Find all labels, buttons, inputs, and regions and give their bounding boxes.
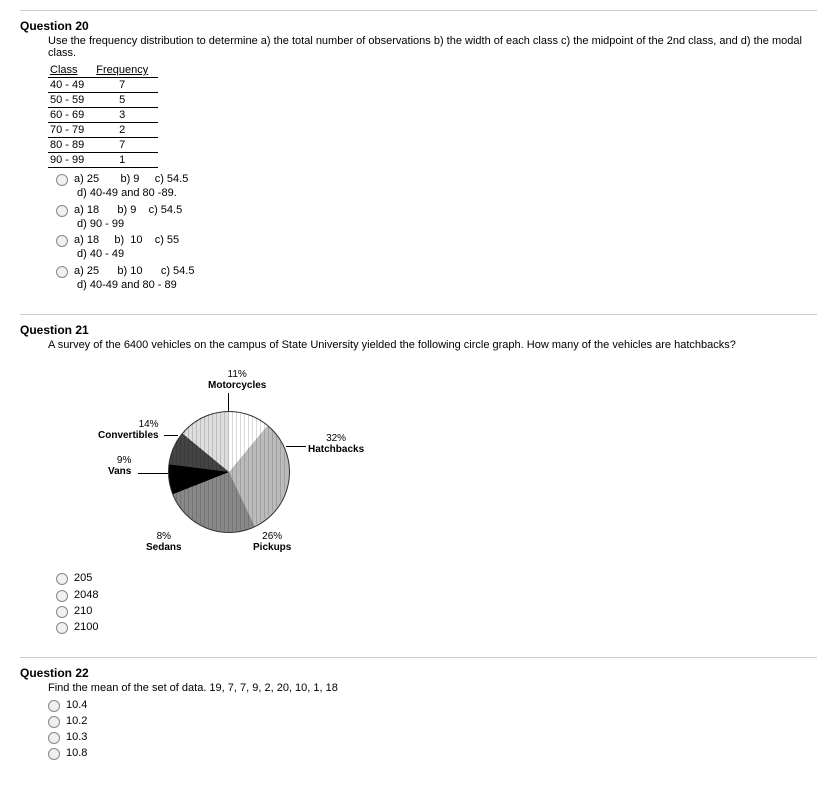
frequency-table: Class Frequency 40 - 497 50 - 595 60 - 6… — [48, 63, 158, 168]
table-row: 60 - 693 — [48, 108, 158, 123]
q22-options: 10.4 10.2 10.3 10.8 — [48, 698, 817, 761]
radio-icon[interactable] — [56, 622, 68, 634]
q20-option[interactable]: a) 18 b) 10 c) 55 d) 40 - 49 — [56, 233, 817, 262]
q20-options: a) 25 b) 9 c) 54.5 d) 40-49 and 80 -89. … — [56, 172, 817, 292]
pie-label-sedans: 8% Sedans — [146, 531, 182, 553]
radio-icon[interactable] — [56, 606, 68, 618]
pie-label-convertibles: 14% Convertibles — [98, 419, 159, 441]
pie-leader-line — [138, 473, 168, 474]
radio-icon[interactable] — [56, 590, 68, 602]
q22-option[interactable]: 10.2 — [48, 714, 817, 728]
table-row: 70 - 792 — [48, 123, 158, 138]
radio-icon[interactable] — [56, 573, 68, 585]
table-header-class: Class — [48, 63, 94, 78]
q20-title: Question 20 — [20, 19, 817, 33]
radio-icon[interactable] — [56, 235, 68, 247]
radio-icon[interactable] — [48, 700, 60, 712]
pie-leader-line — [164, 435, 178, 436]
table-row: 50 - 595 — [48, 93, 158, 108]
radio-icon[interactable] — [56, 174, 68, 186]
q21-title: Question 21 — [20, 323, 817, 337]
radio-icon[interactable] — [48, 748, 60, 760]
q22-option[interactable]: 10.4 — [48, 698, 817, 712]
q20-option[interactable]: a) 25 b) 10 c) 54.5 d) 40-49 and 80 - 89 — [56, 264, 817, 293]
q22-option[interactable]: 10.8 — [48, 746, 817, 760]
q21-option[interactable]: 205 — [56, 571, 817, 585]
q21-body: A survey of the 6400 vehicles on the cam… — [48, 339, 817, 634]
table-row: 80 - 897 — [48, 138, 158, 153]
q20-option[interactable]: a) 18 b) 9 c) 54.5 d) 90 - 99 — [56, 203, 817, 232]
q21-options: 205 2048 210 2100 — [56, 571, 817, 634]
q21-prompt: A survey of the 6400 vehicles on the cam… — [48, 339, 817, 351]
pie-label-vans: 9% Vans — [108, 455, 131, 477]
pie-graphic — [168, 411, 290, 533]
question-21: Question 21 A survey of the 6400 vehicle… — [20, 314, 817, 656]
table-row: 40 - 497 — [48, 78, 158, 93]
pie-leader-line — [286, 446, 306, 447]
q20-body: Use the frequency distribution to determ… — [48, 35, 817, 292]
question-22: Question 22 Find the mean of the set of … — [20, 657, 817, 783]
table-header-frequency: Frequency — [94, 63, 158, 78]
table-row: 90 - 991 — [48, 153, 158, 168]
pie-label-hatchbacks: 32% Hatchbacks — [308, 433, 364, 455]
q21-option[interactable]: 2048 — [56, 588, 817, 602]
pie-label-pickups: 26% Pickups — [253, 531, 291, 553]
q21-option[interactable]: 210 — [56, 604, 817, 618]
q22-option[interactable]: 10.3 — [48, 730, 817, 744]
q22-title: Question 22 — [20, 666, 817, 680]
radio-icon[interactable] — [56, 266, 68, 278]
question-20: Question 20 Use the frequency distributi… — [20, 10, 817, 314]
radio-icon[interactable] — [48, 716, 60, 728]
pie-leader-line — [228, 393, 229, 411]
radio-icon[interactable] — [48, 732, 60, 744]
q20-option[interactable]: a) 25 b) 9 c) 54.5 d) 40-49 and 80 -89. — [56, 172, 817, 201]
q22-body: Find the mean of the set of data. 19, 7,… — [48, 682, 817, 761]
q20-prompt: Use the frequency distribution to determ… — [48, 35, 817, 59]
q21-option[interactable]: 2100 — [56, 620, 817, 634]
q22-prompt: Find the mean of the set of data. 19, 7,… — [48, 682, 817, 694]
pie-chart: 11% Motorcycles 32% Hatchbacks 26% Picku… — [68, 361, 388, 561]
pie-label-motorcycles: 11% Motorcycles — [208, 369, 266, 391]
radio-icon[interactable] — [56, 205, 68, 217]
